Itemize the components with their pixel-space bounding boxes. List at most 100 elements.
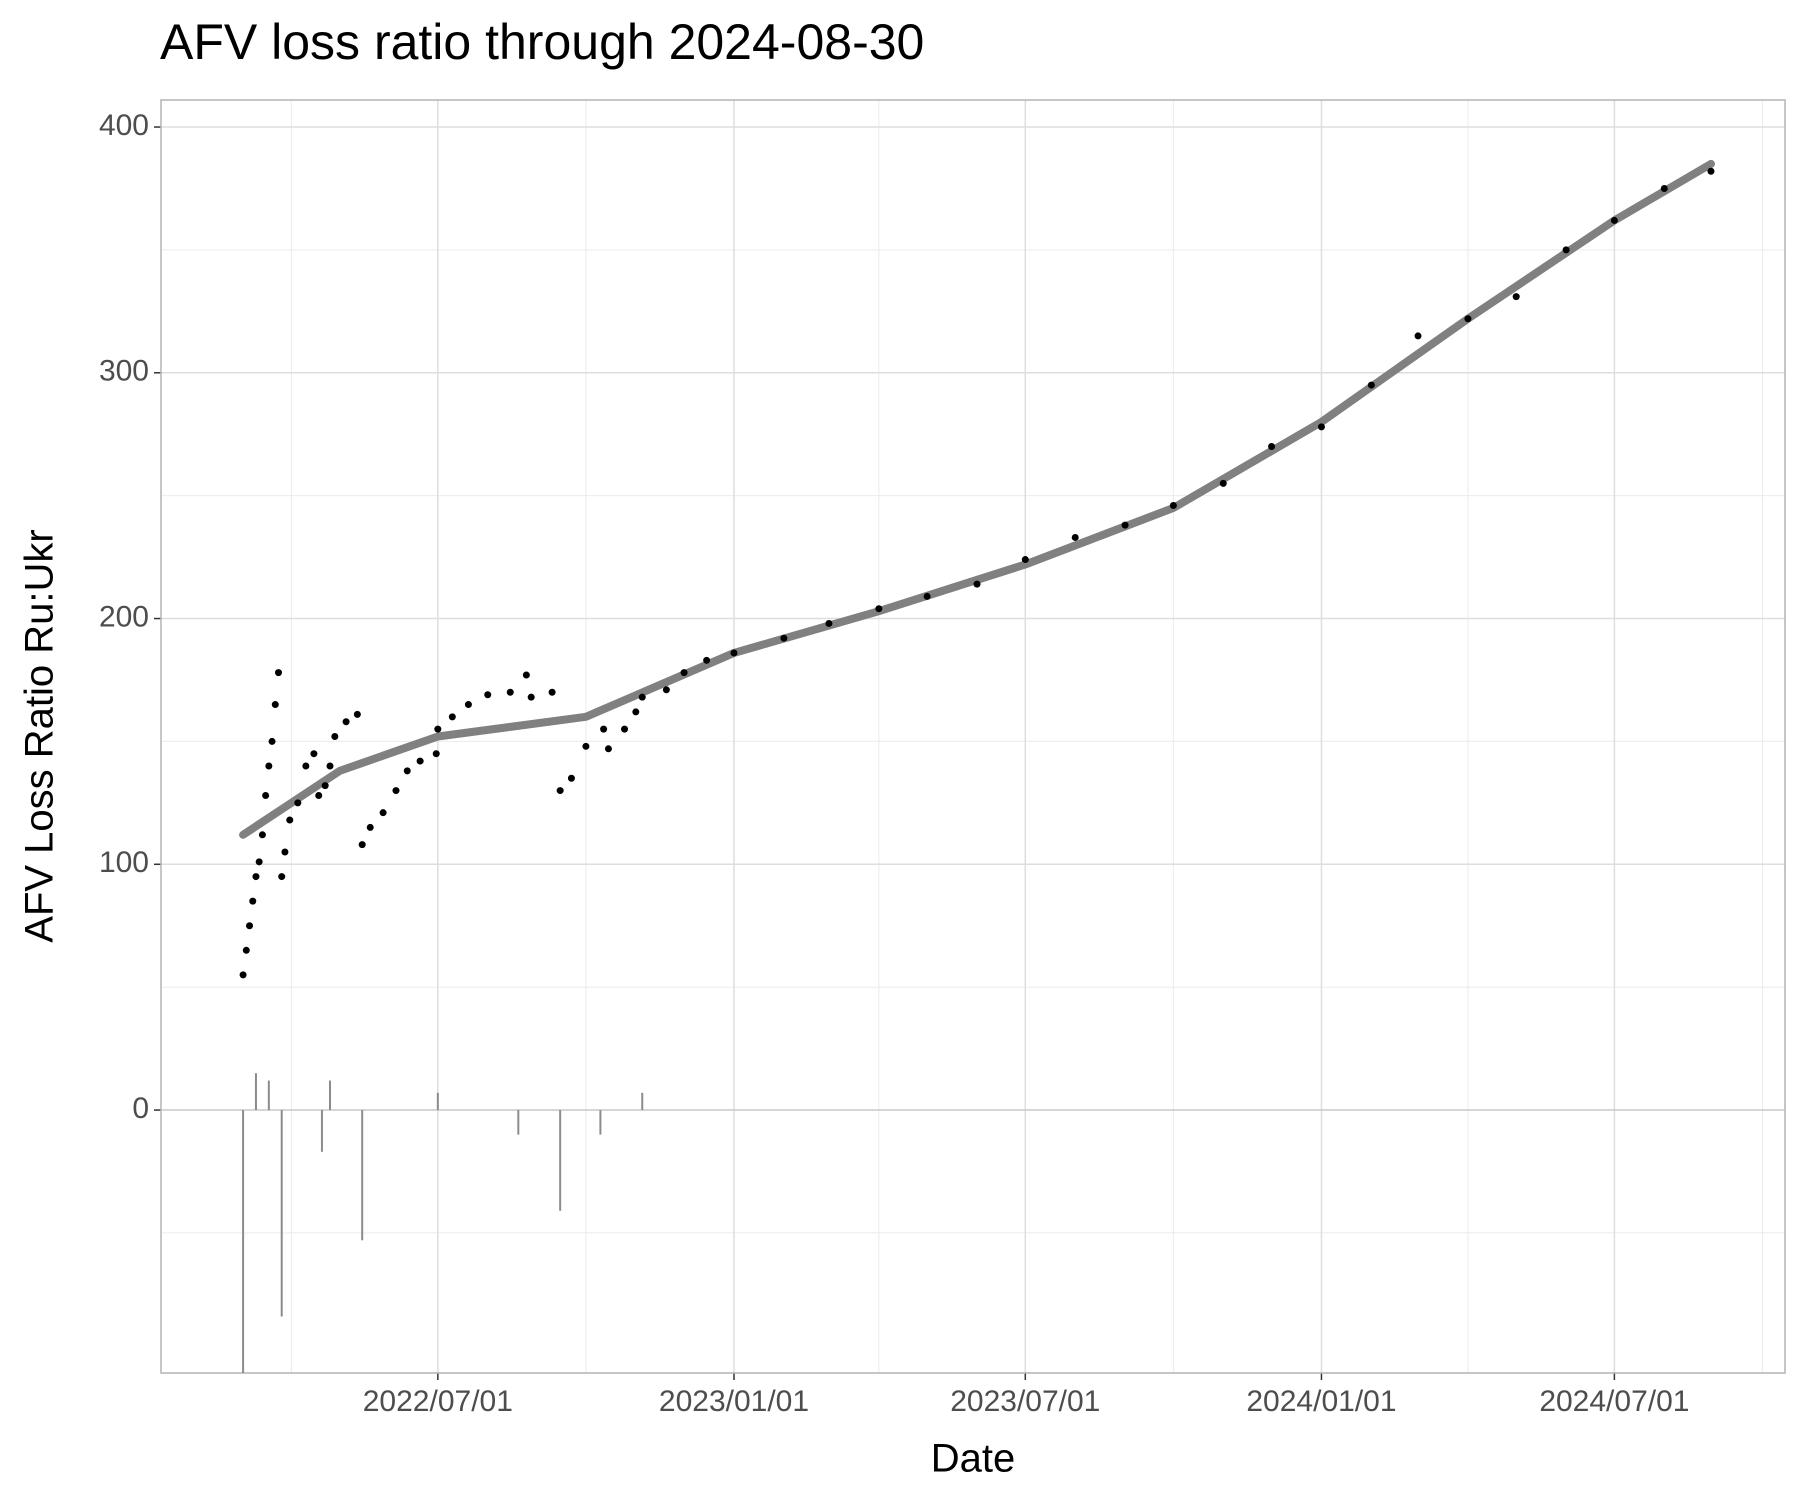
point bbox=[1414, 332, 1422, 340]
change-bar bbox=[599, 1110, 602, 1135]
point bbox=[662, 686, 670, 694]
point bbox=[1707, 167, 1715, 175]
point bbox=[252, 873, 260, 881]
point bbox=[556, 787, 564, 795]
point bbox=[464, 701, 472, 709]
y-tick-label: 100 bbox=[99, 846, 149, 879]
x-tick-label: 2023/01/01 bbox=[659, 1385, 809, 1418]
point bbox=[331, 733, 339, 740]
point bbox=[358, 841, 366, 849]
point bbox=[680, 669, 688, 677]
x-axis-label: Date bbox=[931, 1437, 1016, 1481]
point bbox=[780, 634, 788, 642]
chart-title: AFV loss ratio through 2024-08-30 bbox=[160, 14, 924, 70]
point bbox=[353, 710, 361, 718]
point bbox=[506, 688, 514, 696]
change-bar bbox=[641, 1092, 644, 1111]
point bbox=[1367, 381, 1375, 389]
point bbox=[315, 791, 323, 799]
point bbox=[246, 922, 254, 930]
change-bar bbox=[254, 1073, 257, 1111]
point bbox=[274, 669, 282, 677]
point bbox=[548, 688, 556, 696]
point bbox=[310, 750, 318, 758]
x-tick-label: 2022/07/01 bbox=[363, 1385, 513, 1418]
point bbox=[604, 745, 612, 753]
point bbox=[621, 725, 629, 733]
point bbox=[1317, 423, 1325, 431]
panel-border bbox=[160, 99, 1786, 1374]
point bbox=[262, 791, 270, 799]
point bbox=[1268, 443, 1276, 451]
y-axis-label: AFV Loss Ratio Ru:Ukr bbox=[18, 529, 62, 942]
point bbox=[638, 693, 646, 701]
change-bar bbox=[361, 1110, 364, 1241]
point bbox=[302, 762, 310, 770]
point bbox=[1071, 533, 1079, 541]
change-bar bbox=[436, 1092, 439, 1111]
point bbox=[1464, 315, 1472, 323]
change-bar bbox=[320, 1110, 323, 1152]
point bbox=[1660, 184, 1668, 192]
change-bar bbox=[242, 1110, 245, 1373]
y-tick-label: 0 bbox=[132, 1092, 149, 1125]
point bbox=[703, 656, 711, 664]
point bbox=[265, 762, 273, 770]
change-bar bbox=[328, 1080, 331, 1111]
trend-line bbox=[239, 159, 1715, 839]
point bbox=[249, 897, 257, 905]
x-tick-label: 2024/01/01 bbox=[1246, 1385, 1396, 1418]
point bbox=[923, 592, 931, 600]
point bbox=[434, 725, 442, 733]
point bbox=[342, 718, 350, 726]
point bbox=[448, 713, 456, 721]
x-tick-label: 2023/07/01 bbox=[950, 1385, 1100, 1418]
point bbox=[242, 946, 250, 954]
point bbox=[567, 774, 575, 782]
point bbox=[875, 605, 883, 613]
point bbox=[825, 619, 833, 627]
point bbox=[730, 649, 738, 657]
point bbox=[326, 762, 334, 770]
point bbox=[1121, 521, 1129, 529]
change-bar bbox=[559, 1110, 562, 1211]
point bbox=[278, 873, 286, 881]
point bbox=[432, 750, 440, 758]
point bbox=[1021, 556, 1029, 564]
y-tick-label: 300 bbox=[99, 355, 149, 388]
point bbox=[258, 831, 266, 839]
point bbox=[527, 693, 535, 701]
point bbox=[1562, 246, 1570, 254]
point bbox=[379, 809, 387, 817]
point bbox=[973, 580, 981, 588]
point bbox=[582, 742, 590, 750]
point bbox=[268, 737, 276, 745]
point bbox=[632, 708, 640, 716]
change-bar bbox=[267, 1080, 270, 1111]
change-bar bbox=[517, 1110, 520, 1135]
y-tick-label: 200 bbox=[99, 600, 149, 633]
point bbox=[294, 799, 302, 807]
point bbox=[255, 858, 263, 866]
change-bar bbox=[280, 1110, 283, 1317]
point bbox=[1219, 479, 1227, 487]
point bbox=[484, 691, 492, 699]
point bbox=[1610, 216, 1618, 224]
y-tick-label: 400 bbox=[99, 109, 149, 142]
point bbox=[286, 816, 294, 824]
point bbox=[239, 971, 247, 979]
point bbox=[1512, 293, 1520, 301]
x-tick-label: 2024/07/01 bbox=[1539, 1385, 1689, 1418]
point bbox=[392, 787, 400, 795]
point bbox=[281, 848, 289, 856]
point bbox=[403, 767, 411, 775]
point bbox=[600, 725, 608, 733]
point bbox=[366, 823, 374, 831]
point bbox=[416, 757, 424, 765]
point bbox=[522, 671, 530, 679]
point bbox=[321, 782, 329, 790]
point bbox=[271, 701, 279, 709]
point bbox=[1169, 501, 1177, 509]
